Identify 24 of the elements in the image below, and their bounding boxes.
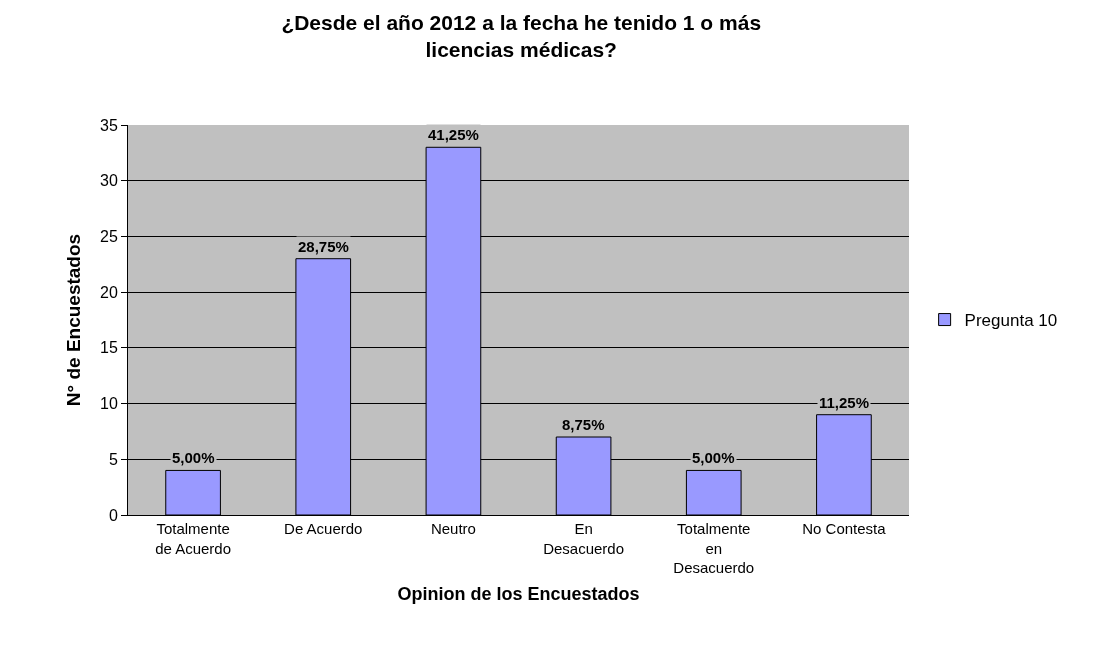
annotation: 28,75% <box>298 238 349 255</box>
y-axis-title: N° de Encuestados <box>63 233 84 407</box>
x-axis-title: Opinion de los Encuestados <box>397 584 640 605</box>
legend-label: Pregunta 10 <box>964 311 1058 331</box>
annotation: 41,25% <box>428 126 479 143</box>
x-tick-label: Neutro <box>430 520 476 537</box>
x-tick-label: No Contesta <box>802 520 887 537</box>
y-tick-label: 5 <box>108 450 118 468</box>
annotation: 11,25% <box>819 394 870 411</box>
x-tick-label: Totalmente de Acuerdo <box>155 520 232 557</box>
x-tick-label: De Acuerdo <box>284 520 363 537</box>
annotation: 5,00% <box>692 449 735 466</box>
x-tick-label: En Desacuerdo <box>543 520 625 557</box>
annotation: 8,75% <box>562 416 605 433</box>
y-tick-label: 25 <box>100 228 118 246</box>
y-tick-label: 0 <box>108 506 118 524</box>
y-tick-label: 10 <box>100 395 118 413</box>
y-tick-label: 20 <box>100 283 118 301</box>
chart-title: ¿Desde el año 2012 a la fecha he tenido 1 o más licencias médicas? <box>281 10 762 62</box>
annotation: 5,00% <box>172 449 215 466</box>
y-tick-label: 30 <box>100 172 118 190</box>
x-tick-label: Totalmente en Desacuerdo <box>673 520 755 576</box>
y-tick-label: 15 <box>100 339 118 357</box>
y-tick-label: 35 <box>100 116 118 134</box>
